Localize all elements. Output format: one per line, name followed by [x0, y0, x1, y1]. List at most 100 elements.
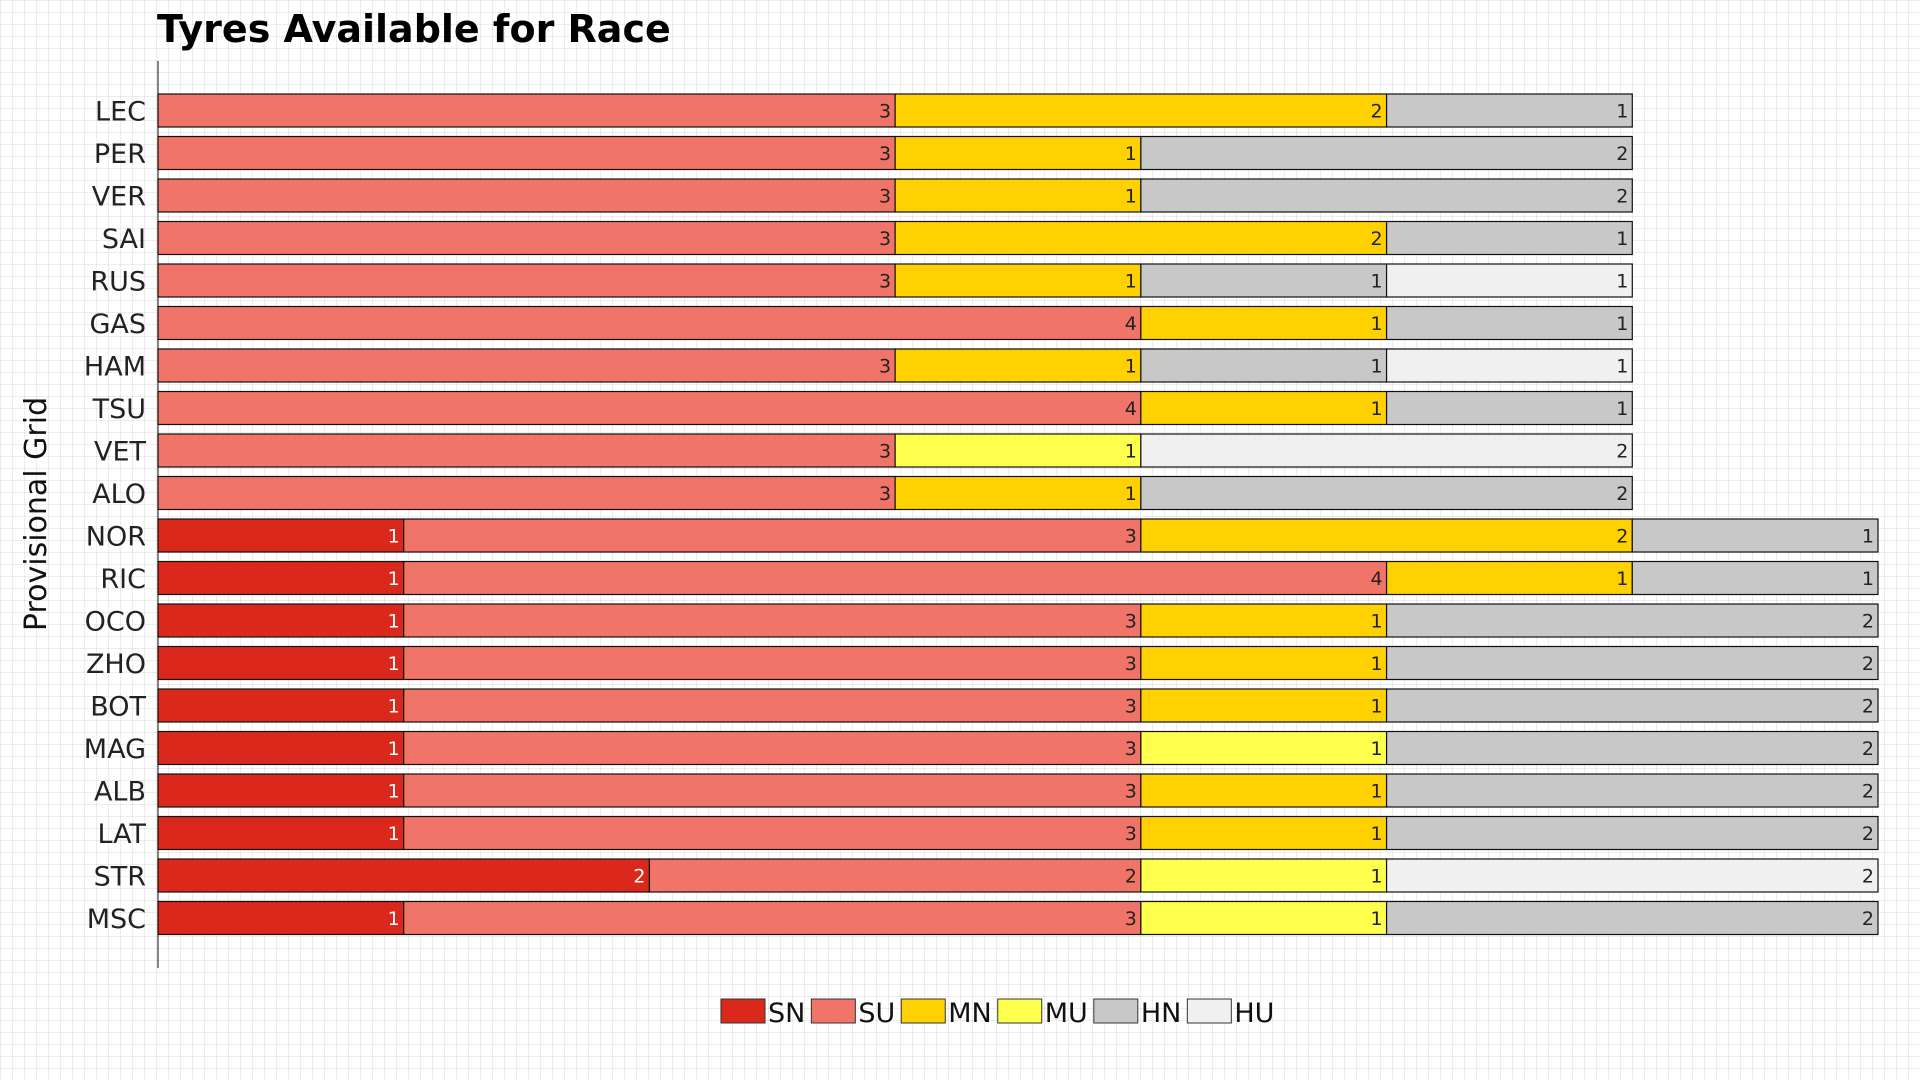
- data-label: 3: [1125, 653, 1137, 675]
- y-tick-label: OCO: [85, 607, 146, 638]
- legend-swatch-hn: [1093, 998, 1139, 1024]
- bar-segment-su: [648, 858, 1142, 893]
- bar-segment-sn: [157, 645, 405, 681]
- data-label: 3: [879, 101, 891, 123]
- bar-segment-mn: [1140, 688, 1388, 723]
- data-label: 3: [879, 483, 891, 505]
- data-label: 1: [1616, 101, 1628, 123]
- data-label: 1: [388, 738, 400, 760]
- data-label: 2: [1125, 866, 1137, 888]
- bar-segment-su: [157, 475, 896, 511]
- bar-segment-su: [403, 773, 1142, 808]
- bar-segment-sn: [157, 858, 651, 893]
- y-tick-label: RIC: [100, 564, 146, 595]
- bar-segment-su: [157, 220, 896, 256]
- data-label: 2: [1862, 781, 1874, 803]
- data-label: 3: [1125, 823, 1137, 845]
- bar-segment-sn: [157, 900, 405, 936]
- data-label: 1: [1616, 568, 1628, 590]
- y-axis-label: Provisional Grid: [19, 397, 54, 631]
- y-tick-label: SAI: [102, 224, 146, 255]
- y-tick-label: PER: [94, 139, 146, 170]
- y-tick-label: HAM: [84, 352, 146, 383]
- bar-segment-mn: [894, 135, 1142, 171]
- bar-segment-mn: [894, 475, 1142, 511]
- bar-segment-sn: [157, 688, 405, 723]
- data-label: 2: [1862, 866, 1874, 888]
- bar-segment-mn: [1140, 773, 1388, 808]
- data-label: 1: [1370, 271, 1382, 293]
- data-label: 2: [1862, 653, 1874, 675]
- data-label: 3: [1125, 526, 1137, 548]
- bar-segment-su: [403, 560, 1388, 596]
- data-label: 1: [1370, 653, 1382, 675]
- bar-segment-hu: [1140, 433, 1633, 468]
- bar-segment-hn: [1385, 688, 1879, 723]
- y-tick-label: NOR: [86, 522, 146, 553]
- y-tick-label: MSC: [87, 904, 146, 935]
- bar-segment-hn: [1385, 645, 1879, 681]
- data-label: 2: [1616, 526, 1628, 548]
- data-label: 4: [1125, 313, 1137, 335]
- bar-segment-hn: [1385, 730, 1879, 766]
- data-label: 1: [1616, 398, 1628, 420]
- y-tick-label: GAS: [89, 309, 146, 340]
- bar-segment-hn: [1140, 263, 1388, 298]
- bar-segment-su: [157, 263, 896, 298]
- legend-swatch-sn: [720, 998, 766, 1024]
- bar-segment-su: [403, 645, 1142, 681]
- bar-segment-su: [403, 603, 1142, 638]
- bar-segment-mn: [894, 263, 1142, 298]
- bar-segment-mu: [1140, 900, 1388, 936]
- legend-label: HU: [1234, 998, 1274, 1029]
- bar-segment-sn: [157, 773, 405, 808]
- y-tick-label: LAT: [97, 819, 146, 850]
- bar-segment-su: [157, 305, 1142, 341]
- data-label: 1: [388, 568, 400, 590]
- bar-segment-hu: [1385, 858, 1879, 893]
- bar-segment-hn: [1140, 475, 1633, 511]
- data-label: 1: [1125, 441, 1137, 463]
- y-tick-label: TSU: [92, 394, 146, 425]
- y-tick-label: ALB: [94, 777, 146, 808]
- bar-segment-su: [157, 135, 896, 171]
- data-label: 2: [1862, 823, 1874, 845]
- data-label: 1: [1370, 738, 1382, 760]
- bar-segment-hn: [1631, 518, 1879, 553]
- data-label: 1: [1616, 228, 1628, 250]
- bar-segment-mn: [1140, 645, 1388, 681]
- legend-swatch-mu: [997, 998, 1043, 1024]
- data-label: 4: [1125, 398, 1137, 420]
- bar-segment-su: [403, 730, 1142, 766]
- bar-segment-hn: [1385, 900, 1879, 936]
- data-label: 1: [1370, 611, 1382, 633]
- data-label: 1: [1370, 781, 1382, 803]
- data-label: 1: [1370, 696, 1382, 718]
- legend-label: HN: [1141, 998, 1182, 1029]
- data-label: 1: [1370, 823, 1382, 845]
- bar-segment-sn: [157, 730, 405, 766]
- bar-segment-su: [157, 348, 896, 383]
- data-label: 3: [1125, 781, 1137, 803]
- bar-segment-su: [403, 900, 1142, 936]
- data-label: 1: [388, 611, 400, 633]
- y-tick-label: VER: [92, 182, 146, 213]
- data-label: 3: [879, 271, 891, 293]
- data-label: 4: [1370, 568, 1382, 590]
- y-tick-label: MAG: [84, 734, 146, 765]
- legend-label: MN: [948, 998, 992, 1029]
- bar-segment-mn: [1140, 815, 1388, 851]
- bar-segment-su: [157, 93, 896, 128]
- bar-segment-mn: [894, 93, 1388, 128]
- y-tick-label: VET: [94, 437, 147, 468]
- bar-segment-hn: [1140, 178, 1633, 213]
- data-label: 1: [1125, 186, 1137, 208]
- data-label: 1: [388, 653, 400, 675]
- data-label: 2: [1616, 143, 1628, 165]
- bar-segment-mu: [894, 433, 1142, 468]
- data-label: 1: [1370, 313, 1382, 335]
- bar-segment-su: [403, 815, 1142, 851]
- bar-segment-mu: [1140, 858, 1388, 893]
- data-label: 1: [388, 696, 400, 718]
- y-tick-label: ALO: [92, 479, 146, 510]
